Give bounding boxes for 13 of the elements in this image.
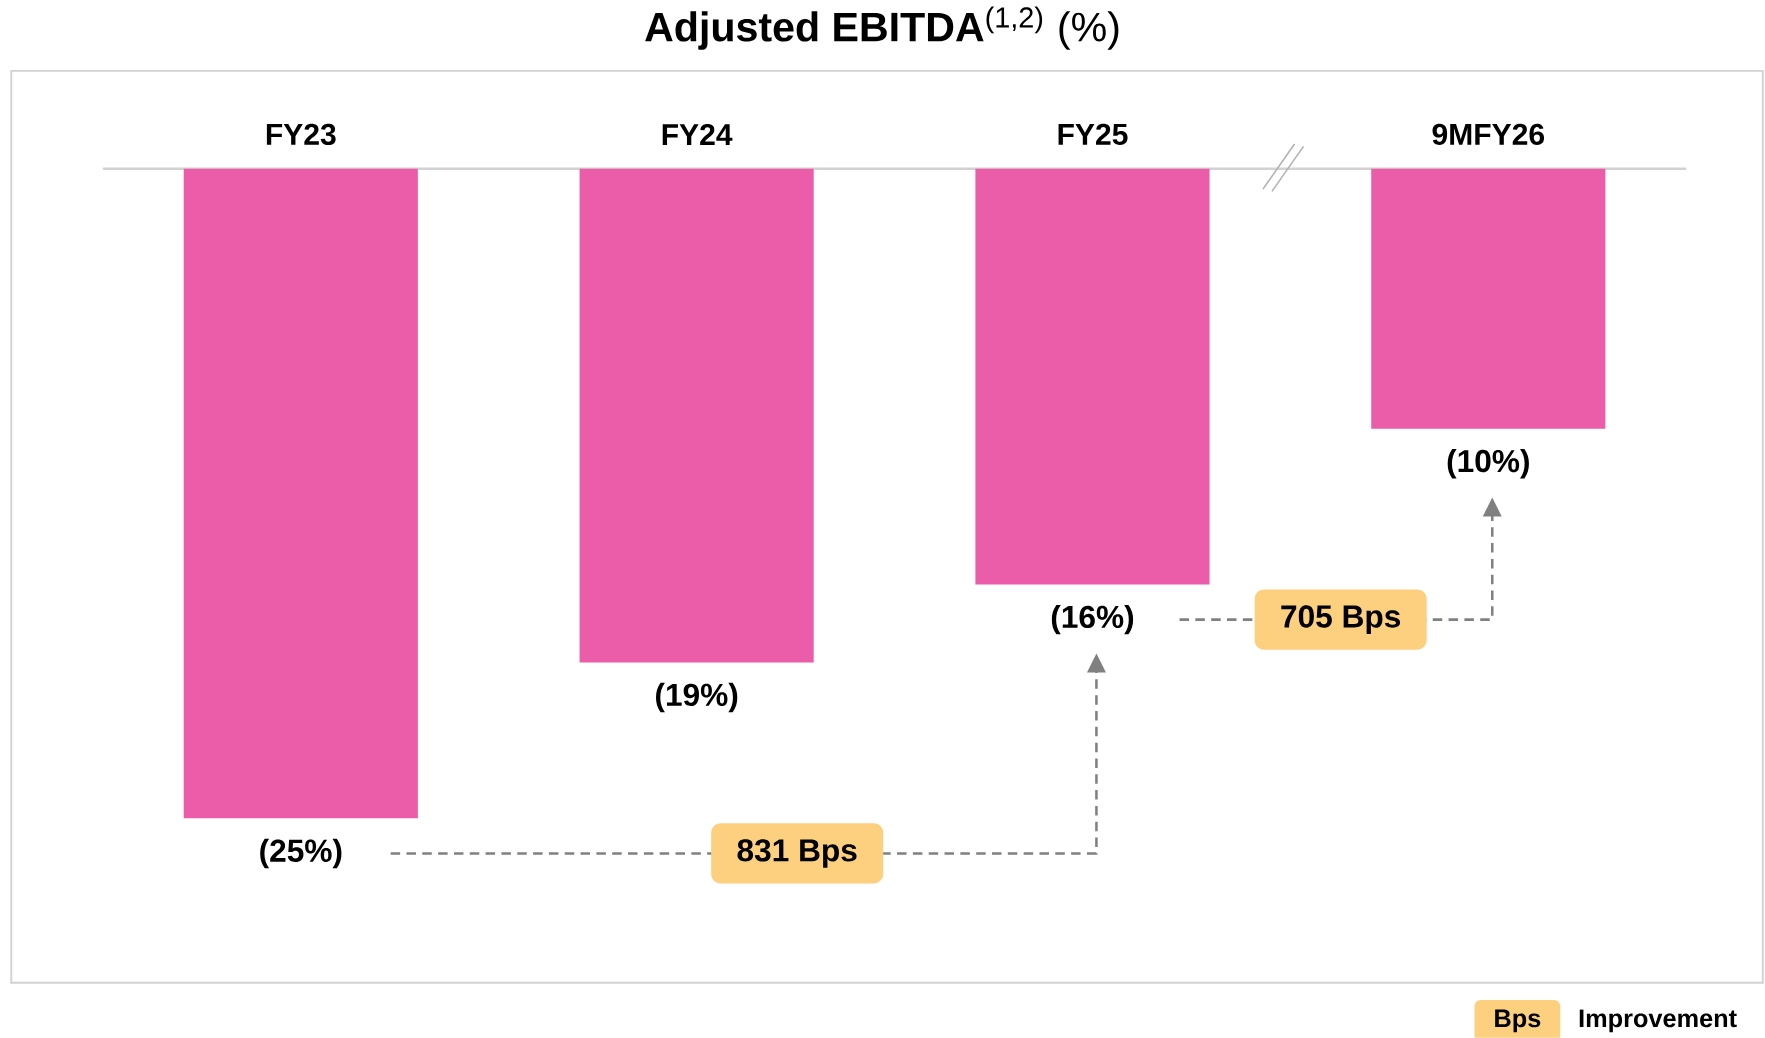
x-tick-label: FY23 <box>266 123 336 146</box>
data-label: (19%) <box>656 682 738 713</box>
text: 831 Bps <box>737 839 857 868</box>
chart-title: Adjusted EBITDA$^{(1,2)}$ (%) <box>645 6 1119 50</box>
text: Improvement <box>1579 1009 1737 1033</box>
x-tick-label: FY24 <box>662 124 733 146</box>
x-tick-label: FY25 <box>1058 123 1128 146</box>
data-label: (25%) <box>260 838 342 869</box>
data-label: (10%) <box>1447 449 1529 479</box>
annotation: 705 Bps <box>1281 605 1401 635</box>
x-tick-label: 9MFY26 <box>1432 123 1545 146</box>
text: Bps <box>1495 1009 1541 1033</box>
data-label: (16%) <box>1051 604 1134 635</box>
